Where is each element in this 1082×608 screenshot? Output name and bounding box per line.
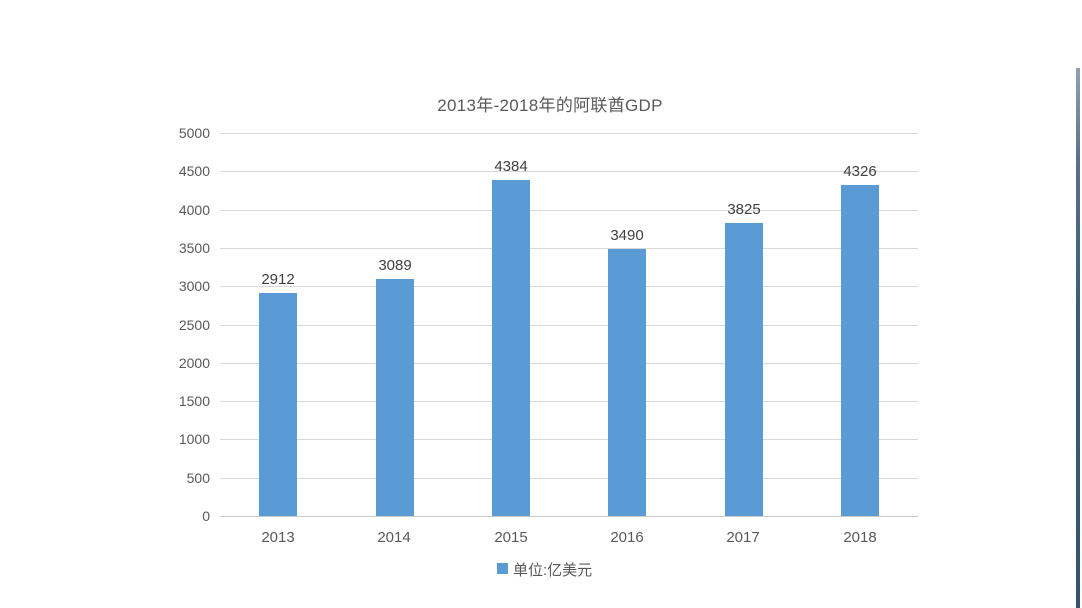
window-edge [1076,68,1080,608]
gridline [220,401,918,402]
gridline [220,439,918,440]
x-axis-tick-label: 2014 [377,529,411,546]
bar-2018 [841,185,879,516]
y-axis-tick-label: 1000 [178,431,210,447]
legend: 单位:亿美元 [497,561,592,580]
y-axis-tick-label: 2000 [178,355,210,371]
gridline [220,325,918,326]
bar-value-label: 3490 [610,227,644,244]
bar-value-label: 4326 [843,163,877,180]
y-axis-tick-label: 1500 [178,393,210,409]
y-axis-tick-label: 3500 [178,240,210,256]
gridline [220,210,918,211]
x-axis-tick-label: 2016 [610,529,644,546]
x-axis-tick-label: 2013 [261,529,295,546]
y-axis-tick-label: 3000 [178,278,210,294]
bar-value-label: 3825 [727,201,761,218]
gridline [220,171,918,172]
x-axis-tick-label: 2018 [843,529,877,546]
gridline [220,363,918,364]
bar-2015 [492,180,530,516]
y-axis-tick-label: 2500 [178,317,210,333]
bar-value-label: 2912 [261,271,295,288]
chart-title: 2013年-2018年的阿联酋GDP [437,96,663,115]
bar-2014 [376,279,414,516]
bar-value-label: 3089 [378,257,412,274]
gridline [220,286,918,287]
legend-label: 单位:亿美元 [513,562,593,579]
x-axis-tick-label: 2017 [726,529,760,546]
bar-2017 [725,223,763,516]
bar-2013 [259,293,297,516]
x-axis-line [220,516,918,517]
bar-value-label: 4384 [494,158,528,175]
gridline [220,133,918,134]
y-axis-tick-label: 4500 [178,163,210,179]
y-axis-tick-label: 4000 [178,202,210,218]
y-axis-tick-label: 5000 [178,125,210,141]
bar-2016 [608,249,646,516]
y-axis-tick-label: 0 [202,508,210,524]
legend-swatch-icon [497,563,508,574]
x-axis-tick-label: 2015 [494,529,528,546]
gridline [220,478,918,479]
gridline [220,248,918,249]
y-axis-tick-label: 500 [186,470,210,486]
